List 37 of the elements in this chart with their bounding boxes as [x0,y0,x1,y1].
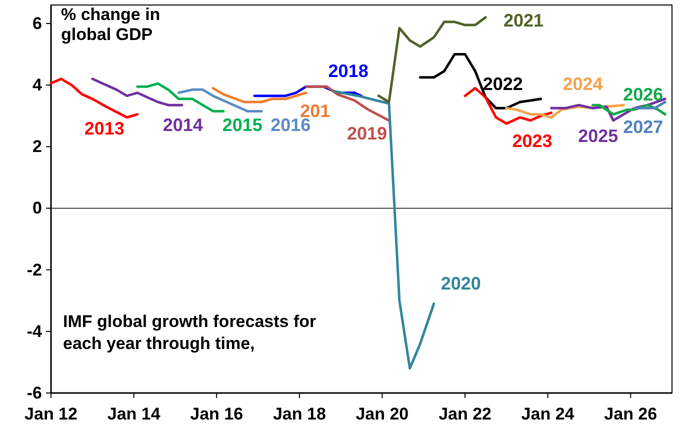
x-tick-label: Jan 24 [521,404,575,424]
line-series [177,88,263,112]
x-tick-label: Jan 12 [24,404,78,424]
y-tick-label: -4 [26,322,43,341]
series-label: 2019 [346,123,388,144]
series-label: 2023 [512,130,552,151]
annotation: IMF global growth forecasts for each year through time, [63,312,317,353]
x-tick-label: Jan 22 [438,404,492,424]
line-series [91,78,184,106]
series-label: 2021 [504,10,544,30]
series-label: 2018 [328,60,368,81]
y-axis-title: % change in global GDP [61,5,160,44]
series-label: 2026 [623,84,664,104]
series-label: 2022 [482,74,523,94]
line-series [332,90,436,370]
series-label: 2013 [84,118,124,138]
series-label: 2025 [578,126,618,146]
series-label: 2014 [162,115,203,136]
series-label: 2020 [440,274,481,294]
y-tick-label: -2 [26,260,42,280]
x-tick-label: Jan 18 [272,404,326,424]
x-tick-label: Jan 20 [356,404,409,424]
line-series [50,78,139,119]
series-label: 2015 [222,115,262,136]
y-tick-label: 2 [32,137,42,156]
y-tick-label: 0 [32,198,42,218]
series-label: 2024 [562,74,603,94]
y-tick-label: 6 [32,14,42,33]
line-series [212,86,308,104]
line-series [136,82,225,112]
series-label: 2027 [623,117,664,137]
y-tick-label: -6 [26,384,42,402]
x-tick-label: Jan 26 [604,404,658,424]
line-series [418,53,542,110]
y-tick-label: 4 [32,76,43,95]
x-tick-label: Jan 14 [107,404,161,424]
x-tick-label: Jan 16 [190,404,244,424]
